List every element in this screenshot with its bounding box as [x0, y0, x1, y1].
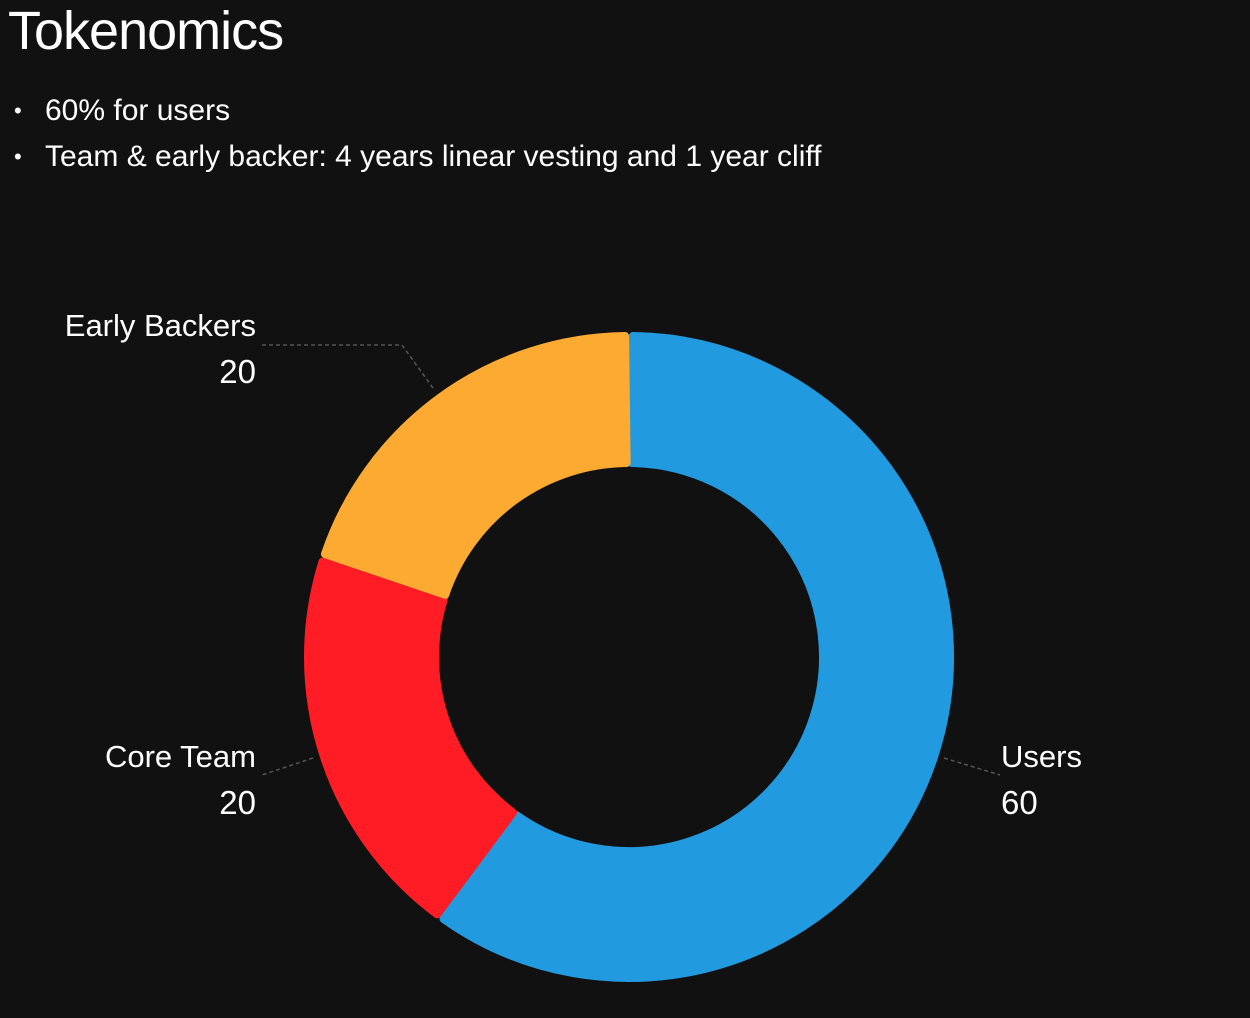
slice-label-users: Users — [1001, 739, 1082, 774]
slice-early-backers[interactable] — [320, 332, 631, 599]
slice-value-core-team: 20 — [219, 784, 256, 821]
bullet-item: • 60% for users — [10, 88, 821, 134]
slice-core-team[interactable] — [304, 557, 518, 919]
leader-line-users — [943, 757, 1001, 776]
page-title: Tokenomics — [8, 1, 284, 61]
bullet-dot-icon: • — [14, 98, 22, 123]
slice-value-early-backers: 20 — [219, 353, 256, 390]
leader-line-early-backers — [262, 344, 434, 389]
bullet-dot-icon: • — [14, 144, 22, 169]
bullet-list: • 60% for users • Team & early backer: 4 y… — [10, 88, 821, 180]
slice-value-users: 60 — [1001, 784, 1038, 821]
bullet-text: 60% for users — [45, 94, 231, 127]
slice-label-core-team: Core Team — [105, 739, 256, 774]
slice-users[interactable] — [439, 332, 954, 982]
slice-label-early-backers: Early Backers — [65, 308, 256, 343]
bullet-item: • Team & early backer: 4 years linear ves… — [10, 134, 821, 180]
bullet-text: Team & early backer: 4 years linear vest… — [45, 140, 822, 173]
leader-line-core-team — [261, 757, 314, 776]
